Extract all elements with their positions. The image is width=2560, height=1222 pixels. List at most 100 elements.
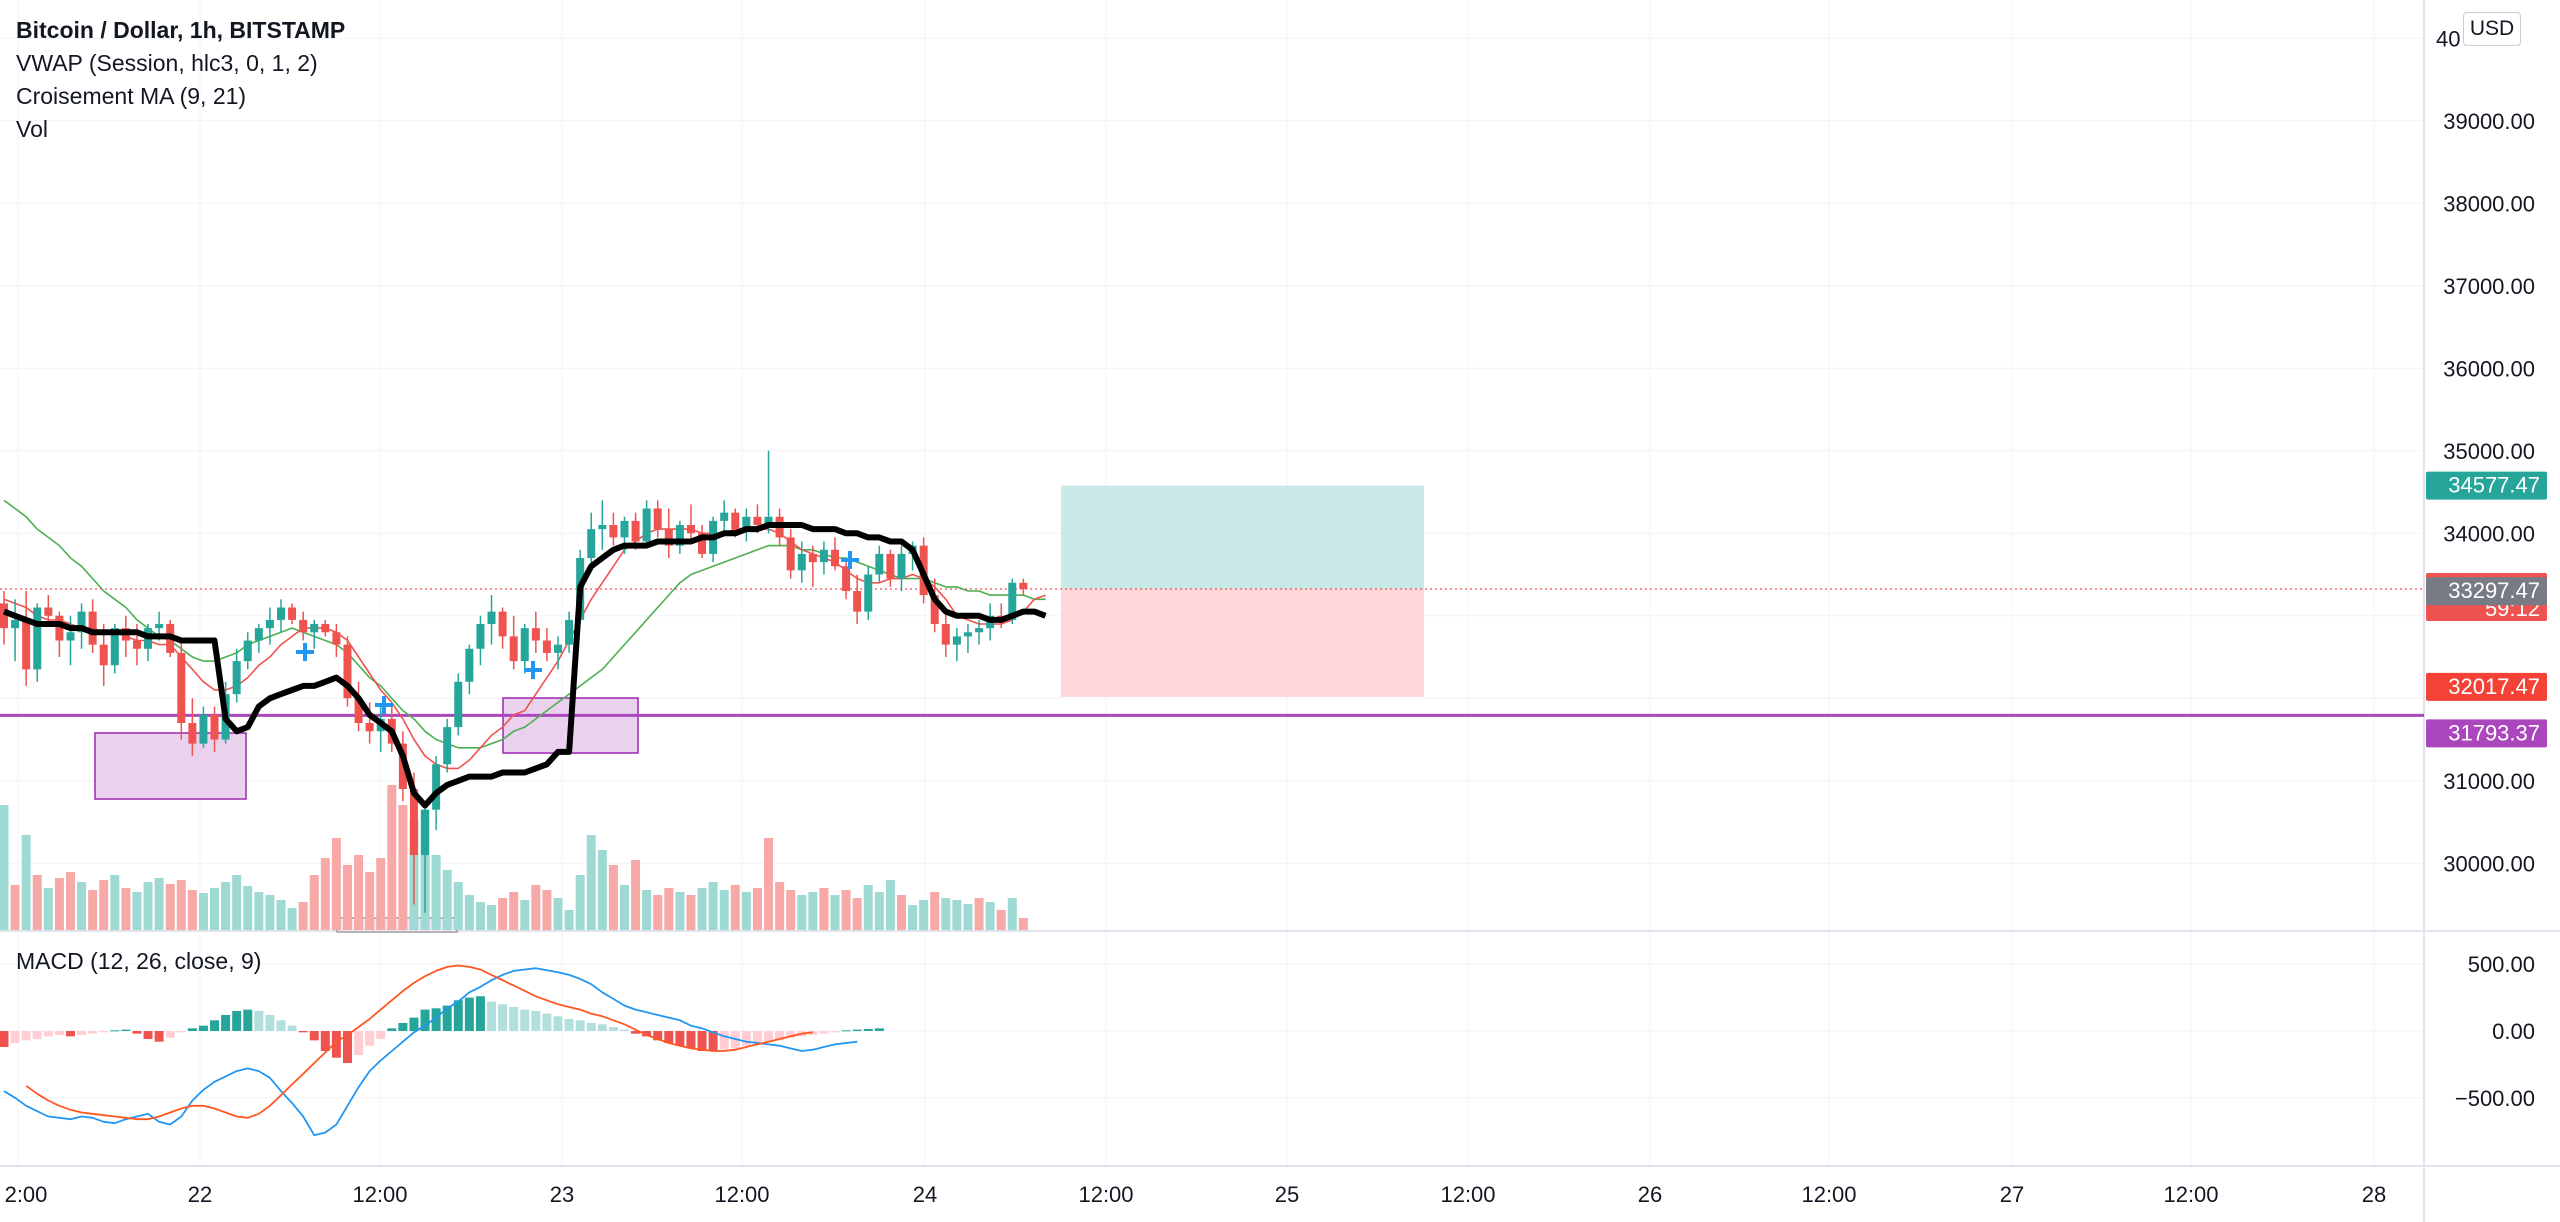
candle-body [188,723,197,744]
macd-histogram-bar [232,1010,242,1031]
volume-bar [509,892,519,930]
candle-body [254,628,263,641]
macd-tick-label: 500.00 [2468,952,2535,977]
macd-histogram-bar [0,1031,9,1048]
candle-body [698,533,707,554]
candle-body [764,516,773,526]
time-tick-label: 24 [913,1182,937,1207]
candle-body [99,644,108,666]
macd-histogram-bar [597,1024,607,1031]
volume-bar [121,888,131,930]
candle-body [476,624,485,649]
ma-cross-marker [375,696,393,714]
candle-body [941,624,950,645]
candle-body [498,611,507,637]
macd-histogram-bar [409,1017,419,1031]
price-label-badge [2426,672,2547,701]
macd-histogram-bar [88,1031,98,1034]
volume-bar [708,882,718,930]
candle-body [886,553,895,579]
macd-histogram-bar [387,1028,397,1031]
price-tick-label: 36000.00 [2443,356,2535,381]
volume-bar [442,870,452,930]
volume-bar [941,898,951,930]
macd-histogram-bar [841,1030,851,1032]
candle-body [842,566,851,592]
candle-body [33,607,42,670]
volume-bar [908,905,918,930]
macd-histogram-bar [719,1031,729,1050]
volume-bar [376,858,386,930]
volume-bar [198,893,208,930]
volume-bar [431,855,441,930]
candle-body [963,632,972,637]
volume-bar [553,898,563,930]
macd-histogram-bar [198,1025,208,1031]
price-axis: 30000.00 31000.00 34000.00 35000.00 36000.00… [2436,26,2535,876]
candle-body [199,714,208,744]
volume-bar [597,850,607,930]
volume-bar [531,885,541,930]
price-tick-label: 40 [2436,26,2460,51]
volume-bar [963,904,973,930]
macd-histogram-bar [764,1031,774,1042]
macd-histogram-bar [398,1022,408,1031]
candle-body [952,636,961,645]
macd-histogram-bar [487,1001,497,1031]
volume-bar [819,888,829,930]
candle-body [299,619,308,633]
macd-tick-label: −500.00 [2455,1086,2535,1111]
candle-body [265,619,274,629]
macd-histogram-bar [475,996,485,1031]
candle-body [177,652,186,724]
candle-body [664,529,673,546]
volume-bar [387,785,397,930]
volume-bar [520,900,530,930]
macd-histogram-bar [830,1031,840,1033]
macd-histogram-bar [619,1029,629,1031]
currency-button[interactable]: USD [2463,12,2521,46]
macd-histogram-bar [43,1031,53,1037]
ma-cross-legend-item[interactable]: Croisement MA (9, 21) [16,83,247,109]
macd-histogram-bar [453,1000,463,1031]
time-tick-label: 23 [550,1182,574,1207]
candle-body [675,525,684,546]
volume-bar [719,890,729,930]
volume-bar [619,885,629,930]
volume-bar [808,892,818,930]
volume-bar [276,900,286,930]
candle-body [864,574,873,612]
volume-bar [952,900,962,930]
volume-bar [863,885,873,930]
macd-legend-item[interactable]: MACD (12, 26, close, 9) [16,948,262,974]
volume-bar [265,895,275,930]
candle-body [631,520,640,542]
volume-bar [243,886,253,930]
volume-bar [210,888,220,930]
volume-bar [331,838,341,930]
time-tick-label: 27 [2000,1182,2024,1207]
price-label-text: 33297.47 [2448,578,2540,603]
volume-bar [21,835,31,930]
volume-bar [1018,918,1028,930]
volume-bar [752,888,762,930]
volume-bar [0,805,9,930]
candle-body [155,624,164,629]
macd-histogram-bar [608,1026,618,1031]
macd-histogram-bar [819,1031,829,1034]
volume-legend-item[interactable]: Vol [16,116,48,142]
macd-histogram-bar [54,1031,64,1036]
vwap-legend-item[interactable]: VWAP (Session, hlc3, 0, 1, 2) [16,50,318,76]
stop-zone [1061,589,1424,697]
price-tick-label: 34000.00 [2443,521,2535,546]
volume-bar [542,890,552,930]
macd-histogram-bar [542,1013,552,1031]
volume-bar [741,892,751,930]
candle-body [110,628,119,666]
time-tick-label: 12:00 [714,1182,769,1207]
symbol-title[interactable]: Bitcoin / Dollar, 1h, BITSTAMP [16,17,346,43]
volume-bar [187,890,197,930]
candle-body [77,611,86,633]
volume-bar [841,890,851,930]
